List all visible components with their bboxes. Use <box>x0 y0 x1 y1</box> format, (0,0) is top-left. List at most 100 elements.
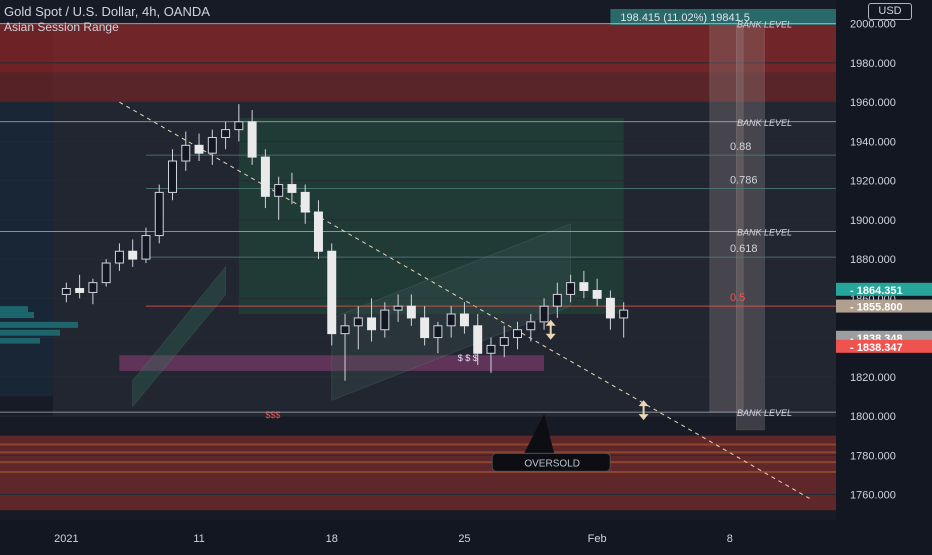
price-axis[interactable]: 2000.000 1980.000 1960.000 1940.000 1920.000… <box>836 0 932 550</box>
candle <box>513 321 523 350</box>
candle <box>446 306 456 338</box>
price-axis-panel <box>836 0 932 550</box>
candle <box>75 274 85 299</box>
price-tick-label: 1800.000 <box>850 411 896 423</box>
bull-flag-channel <box>132 265 226 408</box>
candle <box>327 243 337 346</box>
time-tick-label: 8 <box>727 533 733 545</box>
level-label: BANK LEVEL <box>737 20 792 30</box>
level-label: 0.618 <box>730 243 758 255</box>
level-label: BANK LEVEL <box>737 118 792 128</box>
demand-stripe <box>0 451 836 454</box>
candle-body <box>101 262 111 284</box>
candle-body <box>420 317 430 339</box>
candle <box>141 227 151 264</box>
arrow-heads <box>638 400 649 421</box>
level-label: BANK LEVEL <box>737 408 792 418</box>
time-tick-label: 11 <box>193 533 204 545</box>
candle <box>194 133 204 162</box>
indicator-label[interactable]: Asian Session Range <box>4 20 119 34</box>
candle-body <box>313 211 323 252</box>
price-tick-label: 1820.000 <box>850 372 896 384</box>
candle <box>605 290 615 330</box>
candle-body <box>221 129 231 138</box>
demand-stripe <box>0 470 836 473</box>
zone-supply <box>0 23 836 73</box>
candle <box>433 321 443 354</box>
candle-body <box>592 289 602 299</box>
candle-body <box>287 184 297 193</box>
level-label: 0.5 <box>730 292 745 304</box>
candle <box>473 314 483 366</box>
candle-body <box>327 250 337 335</box>
candle <box>61 282 71 303</box>
candle <box>579 270 589 299</box>
candle <box>114 243 124 271</box>
dollar-mark: $$$ <box>265 410 280 420</box>
volume-profile-bar <box>0 321 78 328</box>
candle-body <box>526 321 536 331</box>
zone-upper-band <box>0 72 836 103</box>
candle-body <box>114 250 124 264</box>
level-label: BANK LEVEL <box>737 228 792 238</box>
candle <box>128 239 138 267</box>
currency-button[interactable]: USD <box>868 3 912 20</box>
candle <box>88 278 98 305</box>
candle <box>526 314 536 342</box>
demand-stripe <box>0 443 836 446</box>
price-tick-label: 1900.000 <box>850 215 896 227</box>
candle <box>234 104 244 142</box>
candle <box>221 121 231 150</box>
candle <box>592 278 602 307</box>
candle-body <box>406 305 416 319</box>
time-tick-label: 25 <box>458 533 470 545</box>
candle <box>154 184 164 244</box>
candle-body <box>433 325 443 339</box>
candle <box>420 306 430 346</box>
price-tick-label: 1780.000 <box>850 450 896 462</box>
measure-bar <box>736 23 765 431</box>
candle <box>539 298 549 330</box>
time-tick-label: 2021 <box>54 533 78 545</box>
candle-body <box>154 191 164 237</box>
candle <box>313 200 323 260</box>
candle-body <box>234 121 244 131</box>
candle <box>340 314 350 381</box>
volume-profile-bar <box>0 329 60 336</box>
candle-body <box>380 309 390 331</box>
volume-profile-bar <box>0 312 34 319</box>
candle <box>287 172 297 205</box>
candle-body <box>393 305 403 311</box>
candle-body <box>566 282 576 295</box>
session-band <box>119 355 545 371</box>
candle-body <box>168 160 177 193</box>
candle <box>552 282 562 318</box>
candle <box>406 294 416 326</box>
candle-body <box>75 288 85 293</box>
time-axis-panel <box>0 520 932 550</box>
candle <box>300 184 310 224</box>
candle-body <box>300 191 310 213</box>
measure-label-box <box>610 9 836 25</box>
level-label: 0.786 <box>730 174 758 186</box>
candle-body <box>473 325 483 354</box>
time-tick-label: 18 <box>326 533 338 545</box>
time-axis[interactable]: 2021 11 18 25 Feb 8 <box>0 520 932 550</box>
demand-stripe <box>0 461 836 464</box>
candle <box>353 306 363 350</box>
candle-body <box>340 325 350 335</box>
candle <box>260 149 270 209</box>
candle <box>619 302 629 338</box>
measure-label-text: 198.415 (11.02%) 19841.5 <box>620 12 749 24</box>
candle-body <box>88 282 98 293</box>
price-badge-label: - 1855.800 <box>850 302 903 314</box>
candle-body <box>247 121 257 158</box>
price-tick-label: 1880.000 <box>850 254 896 266</box>
candle-body <box>579 282 589 291</box>
oversold-callout <box>491 452 611 472</box>
oversold-label: OVERSOLD <box>524 458 580 469</box>
candle <box>486 337 496 373</box>
price-tick-label: 1980.000 <box>850 58 896 70</box>
